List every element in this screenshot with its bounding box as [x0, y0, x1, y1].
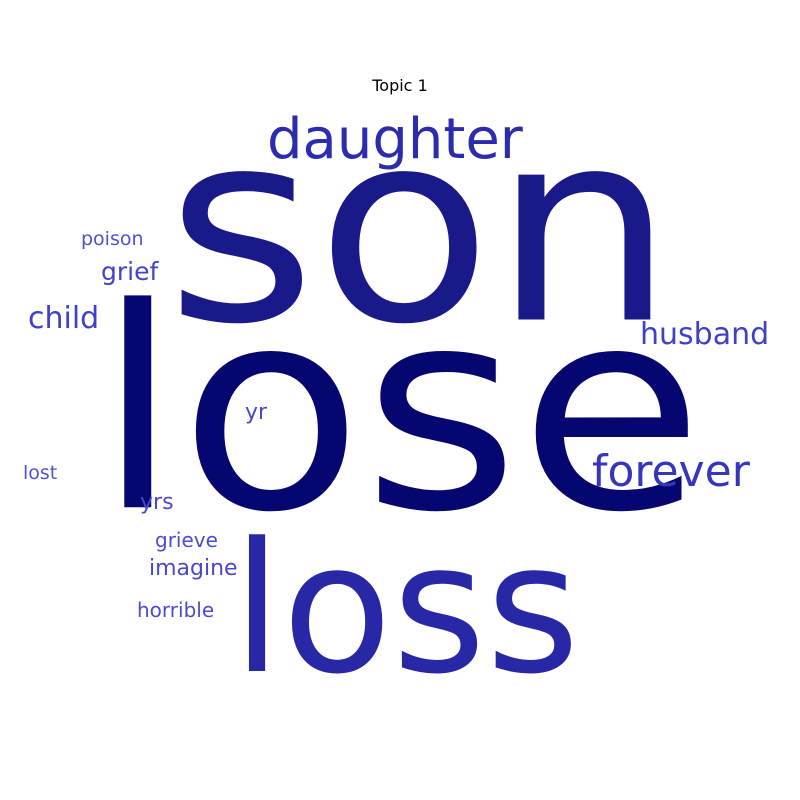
- word-grief: grief: [101, 257, 159, 286]
- word-lose: lose: [96, 248, 704, 574]
- word-son: son: [166, 73, 675, 383]
- word-cloud-title: Topic 1: [372, 76, 428, 95]
- word-daughter: daughter: [267, 107, 523, 172]
- word-grieve: grieve: [155, 528, 218, 552]
- word-lost: lost: [23, 462, 58, 484]
- word-loss: loss: [232, 505, 580, 714]
- word-poison: poison: [81, 228, 144, 250]
- word-husband: husband: [640, 317, 770, 352]
- word-horrible: horrible: [137, 598, 215, 622]
- word-forever: forever: [592, 446, 750, 497]
- word-imagine: imagine: [149, 556, 238, 581]
- word-child: child: [28, 301, 100, 336]
- word-yr: yr: [245, 400, 268, 425]
- word-yrs: yrs: [140, 490, 174, 515]
